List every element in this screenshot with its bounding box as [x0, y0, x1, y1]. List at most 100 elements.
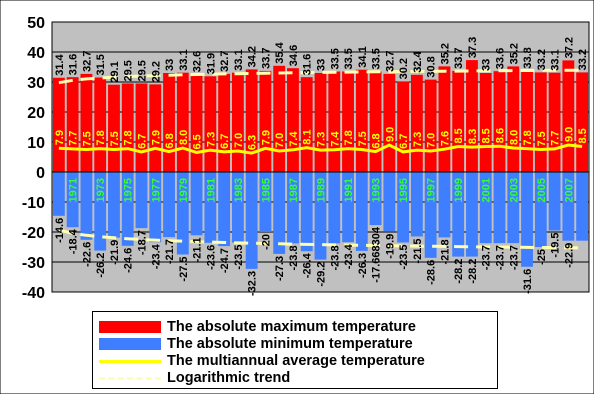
label-max-1986: 35.4	[274, 42, 286, 64]
label-min-2000: -28.2	[467, 259, 479, 284]
bar-max-1998	[438, 66, 451, 172]
bar-min-1995	[397, 172, 410, 243]
bar-max-1977	[149, 84, 162, 172]
x-tick-label-1989: 1989	[316, 178, 328, 202]
x-tick-label-1987: 1987	[288, 178, 300, 202]
legend-item-max: The absolute maximum temperature	[99, 318, 416, 336]
label-min-2002: -23.7	[495, 245, 507, 270]
label-max-2003: 35.2	[508, 43, 520, 64]
legend-swatch-trend	[99, 376, 161, 380]
bar-max-1972	[80, 73, 93, 172]
label-max-1993: 33.5	[371, 48, 383, 69]
label-min-1984: -32.3	[247, 271, 259, 296]
bar-max-1997	[424, 79, 437, 172]
bar-max-1989	[314, 73, 327, 172]
bar-max-1995	[397, 81, 410, 172]
label-min-2003: -23.7	[508, 245, 520, 270]
legend-item-trend: Logarithmic trend	[99, 369, 290, 387]
average-temperature-line	[58, 143, 583, 155]
bar-max-1980	[190, 74, 203, 172]
label-min-1979: -27.5	[178, 257, 190, 282]
bar-min-1998	[438, 172, 451, 238]
label-min-1991: -23.4	[343, 243, 355, 269]
label-average-1978: 6.8	[164, 133, 176, 148]
label-average-1973: 7.8	[95, 130, 107, 145]
x-tick-label-1995: 1995	[398, 178, 410, 202]
bar-min-1993	[369, 172, 382, 226]
y-tick-label: 30	[27, 75, 45, 92]
label-max-2006: 33.1	[550, 49, 562, 70]
average-line	[58, 143, 583, 155]
label-average-1976: 6.7	[137, 134, 149, 149]
label-max-1987: 34.6	[288, 45, 300, 66]
label-average-2003: 8.0	[508, 130, 520, 145]
label-min-1981: -23.6	[205, 245, 217, 270]
label-average-1984: 6.3	[247, 135, 259, 150]
label-min-2007: -22.9	[563, 243, 575, 268]
bar-max-1973	[94, 77, 107, 172]
label-max-1980: 32.6	[192, 51, 204, 72]
label-max-2005: 33.2	[536, 49, 548, 70]
x-tick-label-2007: 2007	[563, 178, 575, 202]
label-average-1989: 7.3	[316, 132, 328, 147]
x-tick-label-2005: 2005	[536, 178, 548, 202]
x-tick-label-1991: 1991	[343, 178, 355, 202]
label-min-1973: -26.2	[95, 253, 107, 278]
legend-swatch-average	[99, 359, 161, 363]
label-min-1992: -26.3	[357, 253, 369, 278]
bar-max-2008	[576, 72, 589, 172]
label-average-1991: 7.8	[343, 130, 355, 145]
label-max-2008: 33.2	[577, 49, 589, 70]
bar-max-2006	[548, 72, 561, 172]
label-max-1982: 32.7	[219, 50, 231, 71]
bar-min-1976	[135, 172, 148, 229]
label-max-1990: 33.5	[329, 48, 341, 69]
bar-max-1976	[135, 83, 148, 172]
legend-label-max: The absolute maximum temperature	[167, 319, 416, 335]
label-average-1998: 7.6	[439, 131, 451, 146]
bar-max-1985	[259, 70, 272, 172]
label-average-1983: 7.0	[233, 133, 245, 148]
x-tick-label-1983: 1983	[233, 178, 245, 202]
label-max-1974: 29.1	[109, 61, 121, 82]
label-average-1999: 8.5	[453, 128, 465, 143]
bar-max-1990	[328, 71, 341, 172]
bar-min-2008	[576, 172, 589, 241]
label-average-2007: 9.0	[563, 127, 575, 142]
label-min-1971: -18.4	[68, 228, 80, 254]
bar-min-2003	[507, 172, 520, 244]
bar-min-2005	[534, 172, 547, 247]
label-min-1994: -19.9	[384, 234, 396, 259]
label-min-1986: -27.3	[274, 256, 286, 281]
bar-min-1978	[163, 172, 175, 238]
bar-min-1973	[94, 172, 107, 251]
label-max-1995: 30.2	[398, 58, 410, 79]
bar-max-1984	[245, 69, 258, 172]
label-min-2006: -19.5	[550, 233, 562, 258]
label-min-1993: -17.668304	[371, 226, 383, 283]
x-tick-label-1971: 1971	[68, 178, 80, 202]
y-tick-label: -30	[22, 255, 45, 272]
label-min-2005: -25	[536, 249, 548, 265]
bar-min-2002	[493, 172, 506, 244]
bar-max-2005	[534, 72, 547, 172]
bar-max-2001	[479, 73, 492, 172]
legend-item-average: The multiannual average temperature	[99, 352, 425, 370]
bar-max-1975	[121, 83, 134, 172]
y-tick-label: -10	[22, 195, 45, 212]
label-max-1971: 31.6	[68, 54, 80, 75]
label-min-1996: -21.5	[412, 239, 424, 264]
label-max-1981: 31.9	[205, 53, 217, 74]
legend-label-trend: Logarithmic trend	[167, 370, 291, 386]
label-min-1982: -24.7	[219, 248, 231, 273]
y-tick-label: 20	[27, 105, 45, 122]
bar-min-1974	[108, 172, 120, 238]
label-min-1987: -23.8	[288, 245, 300, 270]
label-max-1991: 33.5	[343, 48, 355, 69]
label-average-1993: 6.8	[371, 133, 383, 148]
bar-min-2006	[548, 172, 561, 231]
label-max-1997: 30.8	[426, 56, 438, 77]
label-max-1999: 33.7	[453, 47, 465, 68]
label-max-1989: 33	[316, 59, 328, 71]
